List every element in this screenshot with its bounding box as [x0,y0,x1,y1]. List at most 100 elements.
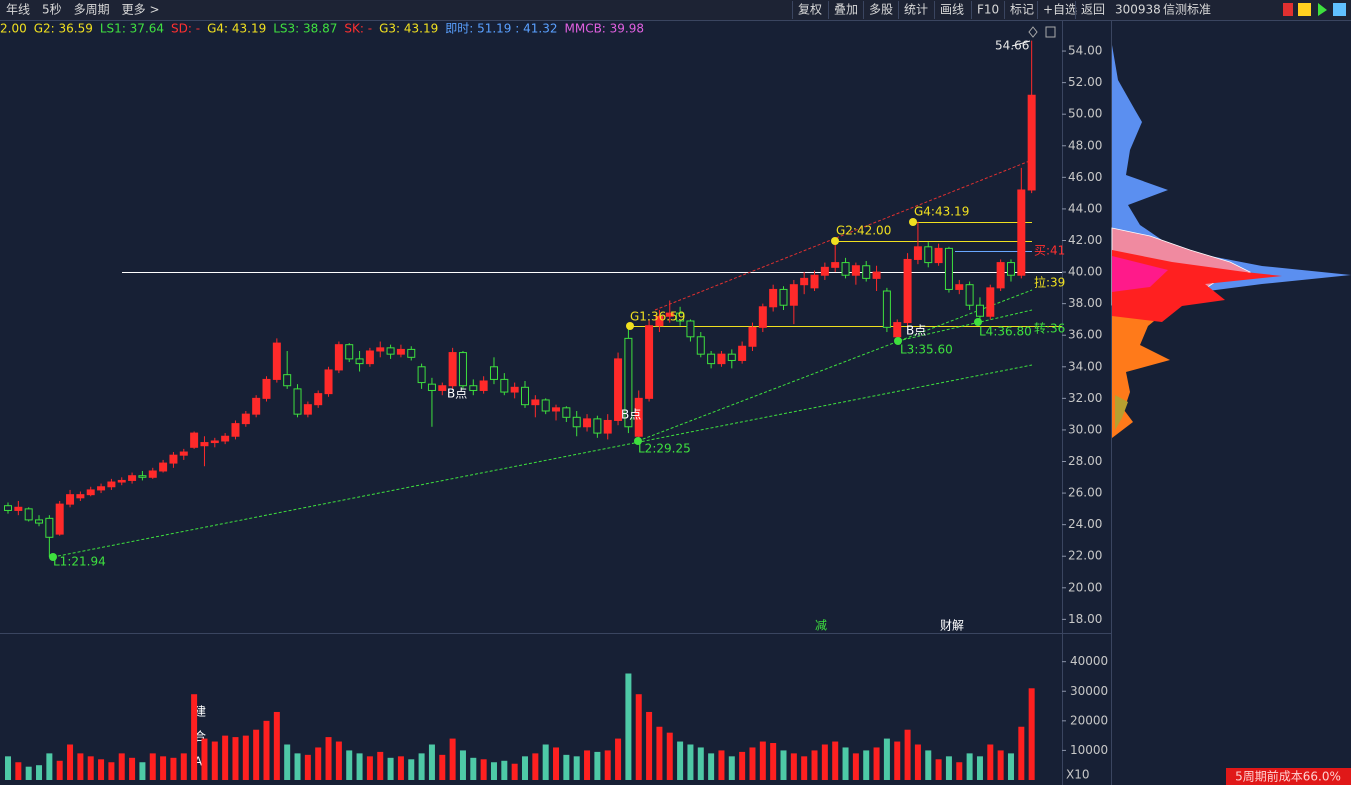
candle-body [324,369,333,395]
pivot-dot [831,237,839,245]
volume-bar [397,756,404,780]
volume-bar [1007,753,1014,780]
volume-bar [976,756,983,780]
volume-bar [925,750,932,780]
candle-body [97,486,106,491]
candle-body [810,274,819,289]
candle-body [458,352,467,387]
candle-body [86,489,95,496]
volume-bar [935,759,942,780]
volume-bar [222,735,229,780]
candle-body [76,494,85,499]
annotation: G4:43.19 [914,205,969,219]
volume-bar [511,763,518,780]
toolbar-bg [0,0,1351,20]
candle-body [293,388,302,415]
candle-body [707,353,716,365]
toolbar-button[interactable]: 画线 [940,3,964,17]
footer-bg [1226,768,1351,785]
icon[interactable] [1045,26,1056,38]
candle-body [303,404,312,415]
toolbar-button[interactable]: +自选 [1043,3,1077,17]
toolbar-item[interactable]: 年线 [6,3,30,17]
volume-bar [490,762,497,780]
candle-body [448,352,457,387]
icon[interactable] [1333,3,1346,16]
volume-bar [273,711,280,780]
y-tick-label: 26.00 [1068,486,1102,500]
volume-bar [563,754,570,780]
toolbar-button[interactable]: 复权 [798,3,822,17]
volume-bar [139,762,146,780]
candle-body [66,494,75,505]
icon[interactable] [1028,26,1038,38]
annotation: B点 [906,324,926,338]
chip-distribution [1115,395,1128,430]
indicator: 即时: 51.19 : 41.32 [445,22,557,36]
candle-body [696,336,705,355]
y-tick-label: 38.00 [1068,296,1102,310]
y-tick-label: 46.00 [1068,170,1102,184]
volume-bar [677,741,684,780]
candle-body [727,353,736,361]
pivot-dot [626,322,634,330]
volume-bar [904,729,911,780]
volume-bar [801,756,808,780]
toolbar-button[interactable]: F10 [977,3,999,17]
toolbar-item[interactable]: 更多 > [122,3,160,17]
candle-body [252,397,261,415]
candle-body [107,481,116,488]
toolbar-item[interactable]: 5秒 [42,3,62,17]
y-tick-label: 44.00 [1068,201,1102,215]
toolbar-button[interactable]: 返回 [1081,3,1105,17]
candle-body [593,418,602,434]
indicator: LS3: 38.87 [273,22,337,36]
y-tick-label: 48.00 [1068,138,1102,152]
chip-distribution [1112,290,1170,438]
candle-body [510,386,519,393]
icon[interactable] [1318,3,1327,16]
candle-body [531,399,540,406]
volume-bar [294,753,301,780]
volume-bar [242,735,249,780]
icon[interactable] [1283,3,1293,16]
toolbar-button[interactable]: 叠加 [834,3,858,17]
candle-body [738,345,747,361]
toolbar-item[interactable]: 多周期 [74,3,110,17]
candle-body [583,418,592,428]
toolbar-button[interactable]: 多股 [869,3,893,17]
y-tick-label: 34.00 [1068,359,1102,373]
volume-bar [346,750,353,780]
volume-bar [997,750,1004,780]
candle-body [221,435,230,442]
icon[interactable] [1298,3,1311,16]
volume-bar [873,747,880,780]
annotation: 54.66 [995,39,1029,53]
volume-bar [315,747,322,780]
y-tick-label: 52.00 [1068,75,1102,89]
volume-bar [170,757,177,780]
indicator: 2.00 [0,22,27,36]
volume-bar [821,744,828,780]
trend-line [52,364,1033,558]
candle-body [851,265,860,276]
toolbar-button[interactable]: 标记 [1010,3,1034,17]
y-tick-label: 22.00 [1068,549,1102,563]
annotation: G2:42.00 [836,224,891,238]
toolbar-button[interactable]: 统计 [904,3,928,17]
volume-bar [739,751,746,780]
volume-bar [77,753,84,780]
volume-bar [697,747,704,780]
volume-bar [408,759,415,780]
volume-bar [770,743,777,780]
volume-bar [98,759,105,780]
y-tick-label: 20.00 [1068,580,1102,594]
candle-body [769,288,778,308]
candle-body [645,325,654,399]
volume-bar [377,751,384,780]
candle-body [396,348,405,355]
annotation: 买:41 [1034,244,1065,258]
candle-body [55,503,64,535]
volume-bar [160,756,167,780]
